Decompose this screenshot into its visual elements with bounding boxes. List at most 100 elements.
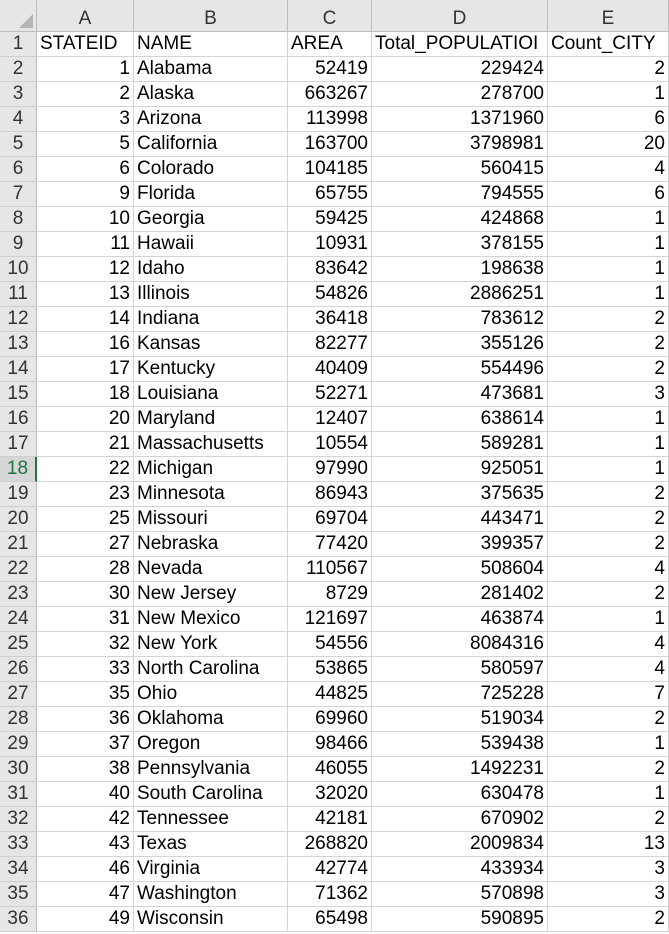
column-header-d[interactable]: D <box>372 0 548 32</box>
cell-area[interactable]: 663267 <box>288 82 372 107</box>
cell-total-population[interactable]: 281402 <box>372 582 548 607</box>
cell-total-population[interactable]: 1371960 <box>372 107 548 132</box>
row-number-header[interactable]: 28 <box>0 707 37 732</box>
cell-count-city[interactable]: 1 <box>548 257 669 282</box>
cell-area[interactable]: 163700 <box>288 132 372 157</box>
cell-area[interactable]: 32020 <box>288 782 372 807</box>
cell-name[interactable]: Alabama <box>134 57 288 82</box>
cell-name[interactable]: Michigan <box>134 457 288 482</box>
row-number-header[interactable]: 15 <box>0 382 37 407</box>
row-number-header[interactable]: 13 <box>0 332 37 357</box>
cell-stateid[interactable]: 16 <box>37 332 134 357</box>
row-number-header[interactable]: 10 <box>0 257 37 282</box>
cell-count-city[interactable]: 1 <box>548 782 669 807</box>
row-number-header[interactable]: 4 <box>0 107 37 132</box>
cell-area[interactable]: 42181 <box>288 807 372 832</box>
cell-count-city[interactable]: 7 <box>548 682 669 707</box>
cell-stateid[interactable]: 12 <box>37 257 134 282</box>
cell-stateid[interactable]: 27 <box>37 532 134 557</box>
cell-area[interactable]: 65755 <box>288 182 372 207</box>
cell-area[interactable]: 110567 <box>288 557 372 582</box>
cell-name[interactable]: Nebraska <box>134 532 288 557</box>
cell-name[interactable]: Wisconsin <box>134 907 288 932</box>
cell-area[interactable]: 53865 <box>288 657 372 682</box>
cell-count-city[interactable]: 2 <box>548 707 669 732</box>
cell-name[interactable]: North Carolina <box>134 657 288 682</box>
cell-name[interactable]: Missouri <box>134 507 288 532</box>
cell-name[interactable]: Nevada <box>134 557 288 582</box>
row-number-header[interactable]: 25 <box>0 632 37 657</box>
cell-stateid[interactable]: 46 <box>37 857 134 882</box>
cell-count-city[interactable]: 1 <box>548 607 669 632</box>
cell-count-city[interactable]: 2 <box>548 57 669 82</box>
cell-stateid[interactable]: 18 <box>37 382 134 407</box>
row-number-header[interactable]: 18 <box>0 457 37 482</box>
cell-count-city[interactable]: 1 <box>548 232 669 257</box>
cell-stateid[interactable]: 6 <box>37 157 134 182</box>
row-number-header[interactable]: 3 <box>0 82 37 107</box>
cell-name[interactable]: Texas <box>134 832 288 857</box>
cell-total-population[interactable]: 229424 <box>372 57 548 82</box>
cell-total-population[interactable]: 1492231 <box>372 757 548 782</box>
cell-area[interactable]: 121697 <box>288 607 372 632</box>
row-number-header[interactable]: 32 <box>0 807 37 832</box>
row-number-header[interactable]: 30 <box>0 757 37 782</box>
cell-name[interactable]: Washington <box>134 882 288 907</box>
cell-total-population[interactable]: 560415 <box>372 157 548 182</box>
cell-count-city[interactable]: 3 <box>548 882 669 907</box>
cell-count-city[interactable]: 1 <box>548 282 669 307</box>
cell-stateid[interactable]: 20 <box>37 407 134 432</box>
cell-name[interactable]: South Carolina <box>134 782 288 807</box>
cell-area[interactable]: 69960 <box>288 707 372 732</box>
row-number-header[interactable]: 31 <box>0 782 37 807</box>
cell-name[interactable]: New Jersey <box>134 582 288 607</box>
cell-name[interactable]: Indiana <box>134 307 288 332</box>
cell-count-city[interactable]: 2 <box>548 757 669 782</box>
cell-count-city[interactable]: 2 <box>548 582 669 607</box>
row-number-header[interactable]: 21 <box>0 532 37 557</box>
cell-area[interactable]: 52419 <box>288 57 372 82</box>
row-number-header[interactable]: 23 <box>0 582 37 607</box>
cell-total-population[interactable]: 570898 <box>372 882 548 907</box>
row-number-header[interactable]: 35 <box>0 882 37 907</box>
cell-name[interactable]: Massachusetts <box>134 432 288 457</box>
cell-area[interactable]: 77420 <box>288 532 372 557</box>
cell-total-population[interactable]: 424868 <box>372 207 548 232</box>
cell-total-population[interactable]: 519034 <box>372 707 548 732</box>
cell-stateid[interactable]: 17 <box>37 357 134 382</box>
cell-name[interactable]: Idaho <box>134 257 288 282</box>
cell-total-population[interactable]: 539438 <box>372 732 548 757</box>
cell-name[interactable]: Kentucky <box>134 357 288 382</box>
column-title-cell[interactable]: NAME <box>134 32 288 57</box>
cell-stateid[interactable]: 47 <box>37 882 134 907</box>
column-header-b[interactable]: B <box>134 0 288 32</box>
row-number-header[interactable]: 29 <box>0 732 37 757</box>
row-number-header[interactable]: 9 <box>0 232 37 257</box>
cell-total-population[interactable]: 198638 <box>372 257 548 282</box>
cell-stateid[interactable]: 13 <box>37 282 134 307</box>
cell-name[interactable]: Arizona <box>134 107 288 132</box>
row-number-header[interactable]: 2 <box>0 57 37 82</box>
cell-count-city[interactable]: 2 <box>548 307 669 332</box>
cell-name[interactable]: California <box>134 132 288 157</box>
cell-count-city[interactable]: 2 <box>548 482 669 507</box>
cell-name[interactable]: Maryland <box>134 407 288 432</box>
cell-area[interactable]: 86943 <box>288 482 372 507</box>
row-number-header[interactable]: 12 <box>0 307 37 332</box>
cell-name[interactable]: Colorado <box>134 157 288 182</box>
column-header-c[interactable]: C <box>288 0 372 32</box>
cell-count-city[interactable]: 2 <box>548 332 669 357</box>
cell-name[interactable]: Virginia <box>134 857 288 882</box>
cell-total-population[interactable]: 433934 <box>372 857 548 882</box>
row-number-header[interactable]: 1 <box>0 32 37 57</box>
cell-count-city[interactable]: 1 <box>548 207 669 232</box>
cell-count-city[interactable]: 2 <box>548 807 669 832</box>
row-number-header[interactable]: 22 <box>0 557 37 582</box>
cell-total-population[interactable]: 670902 <box>372 807 548 832</box>
cell-area[interactable]: 59425 <box>288 207 372 232</box>
cell-name[interactable]: Louisiana <box>134 382 288 407</box>
cell-count-city[interactable]: 1 <box>548 732 669 757</box>
cell-count-city[interactable]: 4 <box>548 157 669 182</box>
column-title-cell[interactable]: AREA <box>288 32 372 57</box>
cell-count-city[interactable]: 1 <box>548 457 669 482</box>
